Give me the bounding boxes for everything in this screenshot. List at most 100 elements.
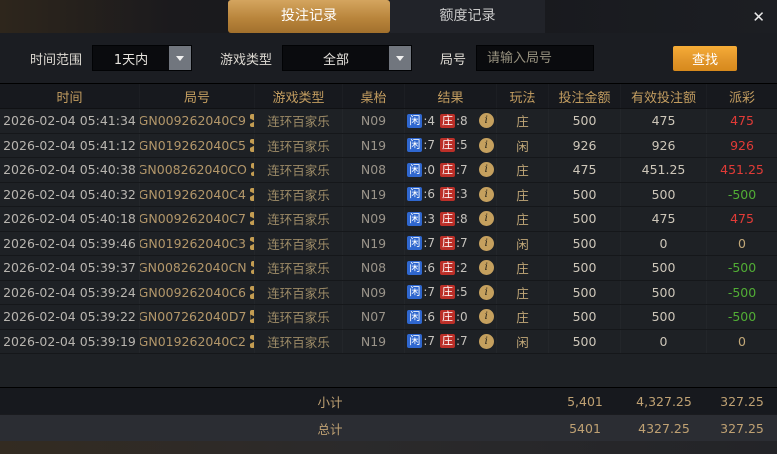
total-row: 总计 5401 4327.25 327.25 xyxy=(0,414,777,441)
info-icon[interactable]: i xyxy=(478,333,494,349)
game-type-value: 全部 xyxy=(323,52,350,68)
row-table-no: N19 xyxy=(343,183,405,207)
video-play-icon[interactable]: ▶ xyxy=(249,236,254,250)
video-play-icon[interactable]: ▶ xyxy=(250,310,254,324)
row-table-no: N19 xyxy=(343,232,405,256)
video-play-icon[interactable]: ▶ xyxy=(250,163,254,177)
row-result: 闲:6 庄:2 i xyxy=(405,256,497,280)
round-number-input[interactable] xyxy=(476,45,595,71)
tab-betting-records[interactable]: 投注记录 xyxy=(228,0,390,33)
player-tag: 闲 xyxy=(407,236,423,251)
row-valid-bet: 500 xyxy=(621,281,707,305)
row-valid-bet: 0 xyxy=(621,330,707,354)
row-round: GN019262040C4 ▶ xyxy=(140,183,255,207)
info-icon[interactable]: i xyxy=(478,309,494,325)
search-button[interactable]: 查找 xyxy=(673,45,737,71)
row-payout: 926 xyxy=(730,137,754,153)
player-tag: 闲 xyxy=(407,334,423,349)
chevron-down-icon[interactable] xyxy=(169,46,192,70)
video-play-icon[interactable]: ▶ xyxy=(249,285,254,299)
info-icon[interactable]: i xyxy=(478,260,494,276)
row-time: 2026-02-04 05:39:22 xyxy=(0,305,140,329)
tab-bar: 投注记录 额度记录 xyxy=(228,0,545,33)
row-game-type: 连环百家乐 xyxy=(255,305,343,329)
row-game-type: 连环百家乐 xyxy=(255,281,343,305)
row-round: GN009262040C6 ▶ xyxy=(140,281,255,305)
subtotal-bet: 5,401 xyxy=(567,393,603,409)
row-game-type: 连环百家乐 xyxy=(255,158,343,182)
header-result: 结果 xyxy=(405,84,497,108)
subtotal-row: 小计 5,401 4,327.25 327.25 xyxy=(0,387,777,414)
row-payout: 475 xyxy=(730,113,754,129)
row-play-type: 闲 xyxy=(497,134,549,158)
row-game-type: 连环百家乐 xyxy=(255,109,343,133)
player-tag: 闲 xyxy=(407,260,423,275)
row-game-type: 连环百家乐 xyxy=(255,232,343,256)
info-icon[interactable]: i xyxy=(478,162,494,178)
subtotal-valid: 4,327.25 xyxy=(636,393,692,409)
banker-tag: 庄 xyxy=(440,113,455,128)
row-play-type: 庄 xyxy=(497,256,549,280)
video-play-icon[interactable]: ▶ xyxy=(249,334,254,348)
video-play-icon[interactable]: ▶ xyxy=(249,212,254,226)
table-row: 2026-02-04 05:41:12 GN019262040C5 ▶ 连环百家… xyxy=(0,133,777,158)
row-round: GN008262040CN ▶ xyxy=(140,256,255,280)
row-bet-amount: 500 xyxy=(549,232,621,256)
player-tag: 闲 xyxy=(407,113,423,128)
row-result: 闲:6 庄:3 i xyxy=(405,183,497,207)
chevron-down-icon[interactable] xyxy=(389,46,412,70)
table-empty-area xyxy=(0,354,777,387)
row-time: 2026-02-04 05:39:24 xyxy=(0,281,140,305)
row-play-type: 闲 xyxy=(497,232,549,256)
row-play-type: 庄 xyxy=(497,109,549,133)
total-valid: 4327.25 xyxy=(638,420,690,436)
total-payout: 327.25 xyxy=(720,420,764,436)
video-play-icon[interactable]: ▶ xyxy=(249,187,254,201)
tab-quota-records[interactable]: 额度记录 xyxy=(390,0,545,33)
video-play-icon[interactable]: ▶ xyxy=(249,138,254,152)
row-table-no: N09 xyxy=(343,207,405,231)
table-row: 2026-02-04 05:41:34 GN009262040C9 ▶ 连环百家… xyxy=(0,109,777,134)
row-round: GN007262040D7 ▶ xyxy=(140,305,255,329)
row-time: 2026-02-04 05:40:38 xyxy=(0,158,140,182)
info-icon[interactable]: i xyxy=(478,211,494,227)
video-play-icon[interactable]: ▶ xyxy=(249,114,254,128)
row-play-type: 庄 xyxy=(497,183,549,207)
row-table-no: N09 xyxy=(343,109,405,133)
row-table-no: N09 xyxy=(343,281,405,305)
row-result: 闲:7 庄:7 i xyxy=(405,330,497,354)
table-row: 2026-02-04 05:40:38 GN008262040CO ▶ 连环百家… xyxy=(0,158,777,183)
banker-tag: 庄 xyxy=(440,187,455,202)
table-row: 2026-02-04 05:39:37 GN008262040CN ▶ 连环百家… xyxy=(0,256,777,281)
row-valid-bet: 500 xyxy=(621,305,707,329)
row-bet-amount: 500 xyxy=(549,330,621,354)
row-payout: 475 xyxy=(730,211,754,227)
info-icon[interactable]: i xyxy=(478,186,494,202)
info-icon[interactable]: i xyxy=(478,284,494,300)
close-icon[interactable]: ✕ xyxy=(752,7,765,26)
time-range-select[interactable]: 1天内 xyxy=(92,45,193,71)
header-play-type: 玩法 xyxy=(497,84,549,108)
total-label: 总计 xyxy=(317,421,343,437)
row-table-no: N19 xyxy=(343,330,405,354)
banker-tag: 庄 xyxy=(440,260,455,275)
header-table-no: 桌枱 xyxy=(343,84,405,108)
info-icon[interactable]: i xyxy=(478,235,494,251)
row-valid-bet: 475 xyxy=(621,207,707,231)
time-range-label: 时间范围 xyxy=(30,52,83,68)
row-bet-amount: 500 xyxy=(549,207,621,231)
info-icon[interactable]: i xyxy=(478,113,494,129)
row-payout: 0 xyxy=(738,235,746,251)
banker-tag: 庄 xyxy=(440,334,455,349)
info-icon[interactable]: i xyxy=(478,137,494,153)
table-row: 2026-02-04 05:40:32 GN019262040C4 ▶ 连环百家… xyxy=(0,182,777,207)
row-play-type: 庄 xyxy=(497,158,549,182)
table-row: 2026-02-04 05:39:24 GN009262040C6 ▶ 连环百家… xyxy=(0,280,777,305)
row-play-type: 庄 xyxy=(497,207,549,231)
row-play-type: 闲 xyxy=(497,330,549,354)
row-bet-amount: 500 xyxy=(549,183,621,207)
game-type-select[interactable]: 全部 xyxy=(282,45,413,71)
row-payout: -500 xyxy=(727,186,757,202)
video-play-icon[interactable]: ▶ xyxy=(250,261,254,275)
